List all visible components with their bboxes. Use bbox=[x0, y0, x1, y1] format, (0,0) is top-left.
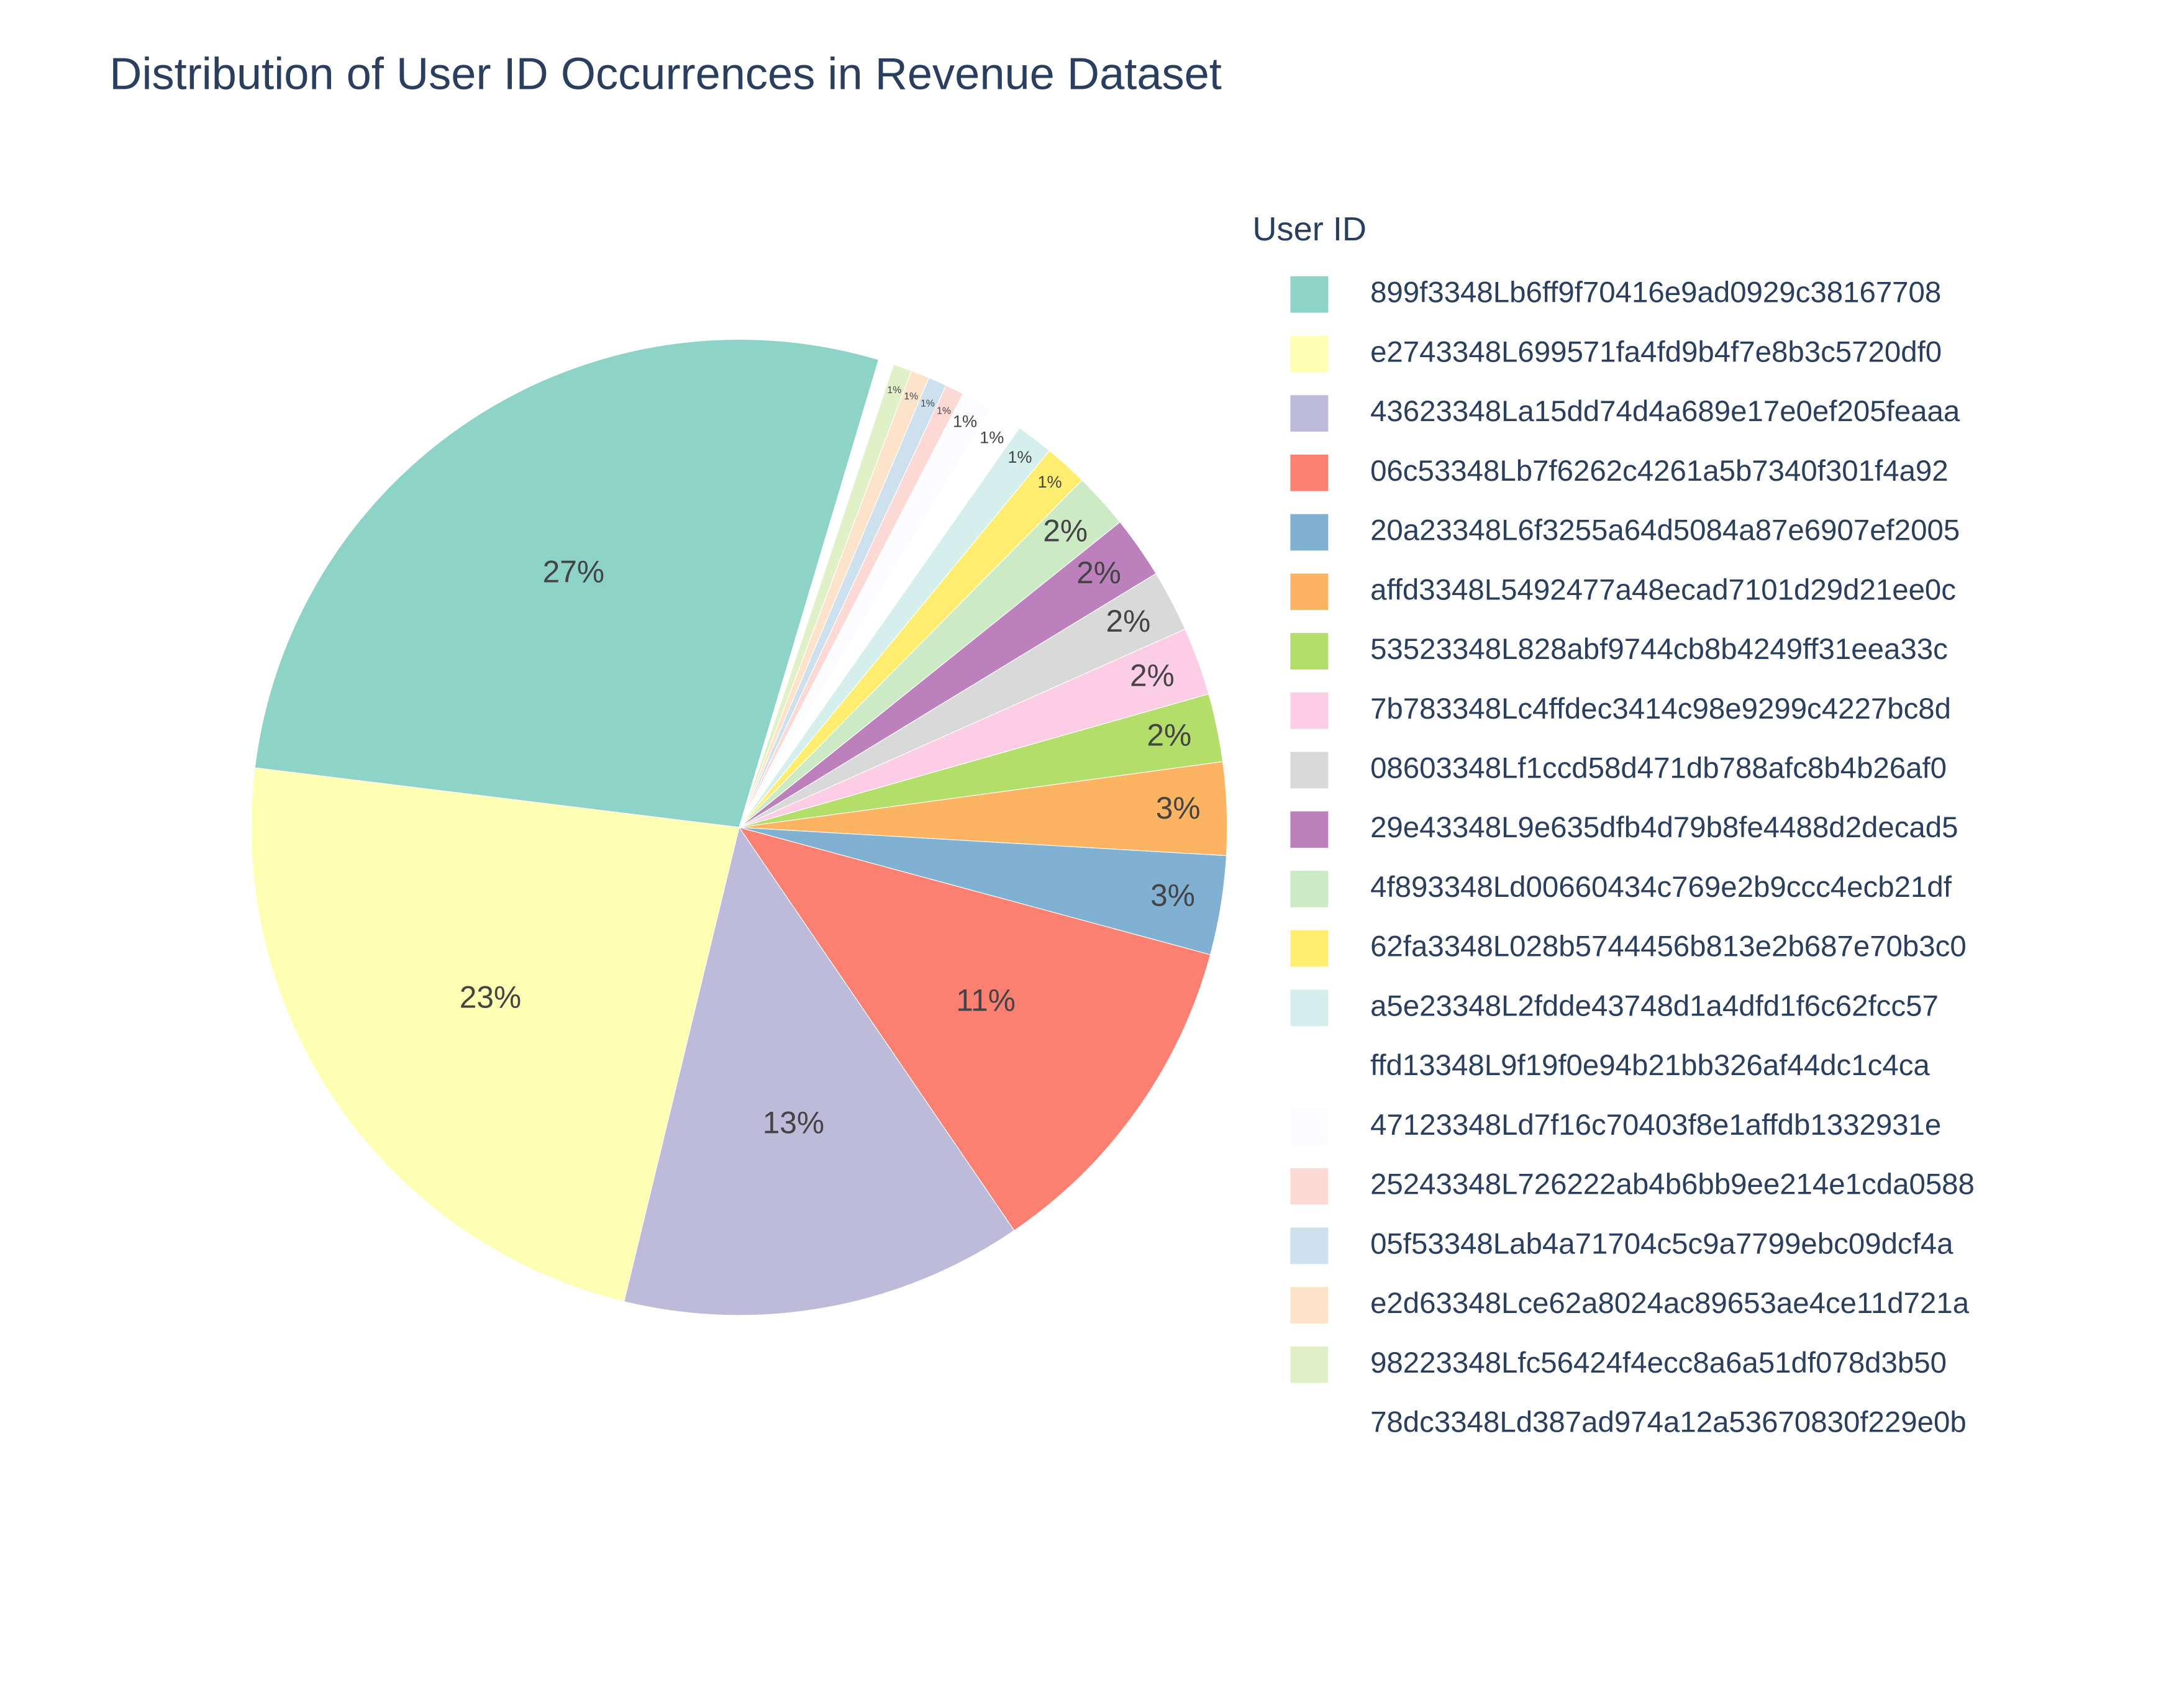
legend-swatch bbox=[1290, 1168, 1329, 1205]
pie-slice bbox=[254, 338, 880, 828]
slice-label: 2% bbox=[1147, 718, 1191, 753]
slice-label: 1% bbox=[937, 406, 951, 416]
legend-swatch bbox=[1290, 989, 1329, 1027]
slice-label: 1% bbox=[1007, 447, 1032, 466]
legend-swatch bbox=[1290, 1227, 1329, 1265]
slice-label: 2% bbox=[1076, 555, 1121, 590]
legend-swatch bbox=[1290, 335, 1329, 373]
legend-swatch bbox=[1290, 752, 1329, 789]
legend-label: 7b783348Lc4ffdec3414c98e9299c4227bc8d bbox=[1370, 693, 1951, 725]
legend-swatch bbox=[1290, 930, 1329, 967]
legend-label: 20a23348L6f3255a64d5084a87e6907ef2005 bbox=[1370, 514, 1960, 547]
pie-slice bbox=[739, 359, 894, 828]
legend-swatch bbox=[1290, 871, 1329, 907]
slice-label: 3% bbox=[1156, 791, 1201, 825]
legend-label: 43623348La15dd74d4a689e17e0ef205feaaa bbox=[1370, 395, 1960, 428]
slice-label: 1% bbox=[921, 398, 935, 409]
slice-label: 1% bbox=[1037, 472, 1062, 491]
pie: 27%23%13%11%3%3%2%2%2%2%2%1%1%1%1%1%1%1%… bbox=[250, 338, 1228, 1316]
slice-label: 27% bbox=[543, 555, 604, 589]
legend-label: 08603348Lf1ccd58d471db788afc8b4b26af0 bbox=[1370, 752, 1947, 785]
legend-label: 29e43348L9e635dfb4d79b8fe4488d2decad5 bbox=[1370, 811, 1958, 844]
legend-swatch bbox=[1290, 692, 1329, 729]
legend-swatch bbox=[1290, 276, 1329, 313]
legend-swatch bbox=[1290, 1049, 1329, 1086]
legend-label: 47123348Ld7f16c70403f8e1affdb1332931e bbox=[1370, 1109, 1941, 1142]
slice-label: 13% bbox=[763, 1105, 824, 1140]
legend-swatch bbox=[1290, 1287, 1329, 1324]
legend-label: 62fa3348L028b5744456b813e2b687e70b3c0 bbox=[1370, 930, 1967, 963]
legend-swatch bbox=[1290, 1109, 1329, 1145]
slice-label: 1% bbox=[904, 391, 918, 402]
legend-label: 05f53348Lab4a71704c5c9a7799ebc09dcf4a bbox=[1370, 1227, 1953, 1260]
legend-swatch bbox=[1290, 633, 1329, 670]
legend-swatch bbox=[1290, 1346, 1329, 1383]
slice-label: 1% bbox=[887, 385, 901, 396]
legend-label: e2743348L699571fa4fd9b4f7e8b3c5720df0 bbox=[1370, 335, 1942, 368]
slice-label: 1% bbox=[980, 427, 1004, 447]
pie-slice bbox=[738, 827, 1211, 1231]
slice-label: 11% bbox=[956, 983, 1016, 1017]
chart-title: Distribution of User ID Occurrences in R… bbox=[109, 49, 1222, 99]
slice-label: 1% bbox=[953, 411, 977, 430]
legend: 899f3348Lb6ff9f70416e9ad0929c38167708 e27… bbox=[1290, 276, 1975, 1443]
pie-slice bbox=[250, 767, 740, 1302]
legend-label: a5e23348L2fdde43748d1a4dfd1f6c62fcc57 bbox=[1370, 989, 1939, 1022]
legend-label: 53523348L828abf9744cb8b4249ff31eea33c bbox=[1370, 633, 1948, 666]
slice-label: 2% bbox=[1106, 604, 1150, 638]
legend-swatch bbox=[1290, 514, 1329, 551]
legend-swatch bbox=[1290, 573, 1329, 611]
slice-label: 2% bbox=[1043, 514, 1088, 548]
legend-swatch bbox=[1290, 454, 1329, 491]
pie-slice bbox=[623, 826, 1015, 1316]
legend-swatch bbox=[1290, 1406, 1329, 1443]
slice-label: 23% bbox=[460, 979, 521, 1014]
legend-title: User ID bbox=[1252, 211, 1367, 248]
legend-label: affd3348L5492477a48ecad7101d29d21ee0c bbox=[1370, 573, 1956, 606]
slice-label: 3% bbox=[1150, 878, 1195, 913]
legend-label: 899f3348Lb6ff9f70416e9ad0929c38167708 bbox=[1370, 276, 1941, 309]
legend-swatch bbox=[1290, 811, 1329, 848]
slice-label: 2% bbox=[1130, 658, 1175, 693]
legend-label: 98223348Lfc56424f4ecc8a6a51df078d3b50 bbox=[1370, 1347, 1947, 1379]
legend-label: ffd13348L9f19f0e94b21bb326af44dc1c4ca bbox=[1370, 1049, 1930, 1082]
legend-label: 4f893348Ld00660434c769e2b9ccc4ecb21df bbox=[1370, 871, 1952, 904]
legend-label: 78dc3348Ld387ad974a12a53670830f229e0b bbox=[1370, 1406, 1967, 1439]
legend-label: e2d63348Lce62a8024ac89653ae4ce11d721a bbox=[1370, 1287, 1970, 1320]
legend-label: 25243348L726222ab4b6bb9ee214e1cda0588 bbox=[1370, 1168, 1975, 1201]
legend-label: 06c53348Lb7f6262c4261a5b7340f301f4a92 bbox=[1370, 455, 1949, 488]
legend-swatch bbox=[1290, 395, 1329, 432]
